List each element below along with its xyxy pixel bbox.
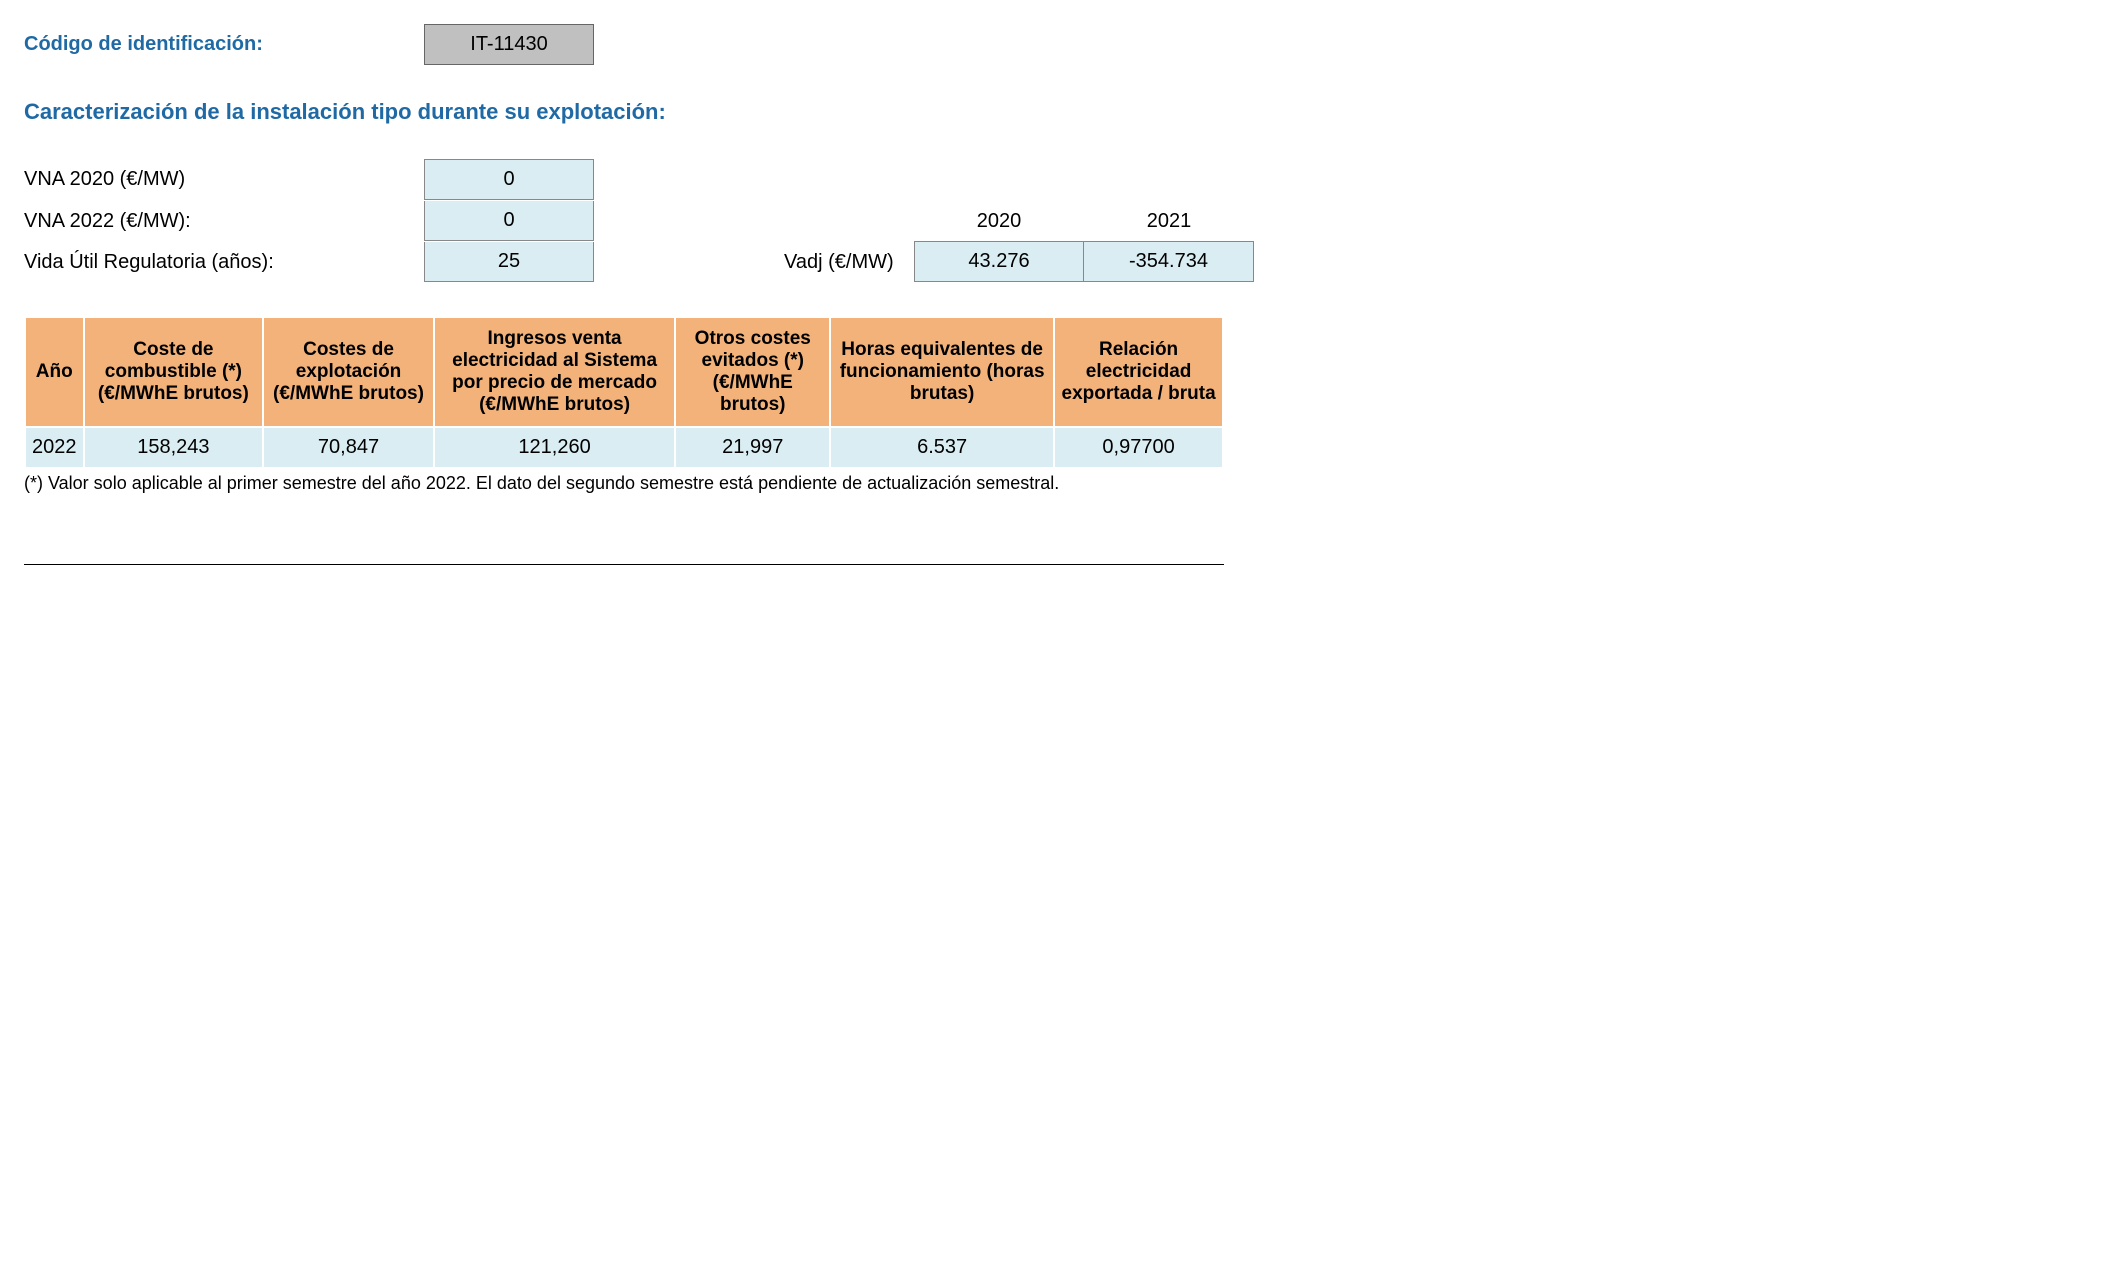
td-6: 0,97700	[1054, 427, 1223, 468]
id-code-box: IT-11430	[424, 24, 594, 65]
vadj-header-row: 2020 2021	[784, 210, 1254, 241]
vadj-value-0: 43.276	[914, 241, 1084, 282]
data-table: Año Coste de combustible (*) (€/MWhE bru…	[24, 316, 1224, 469]
param-label-2: Vida Útil Regulatoria (años):	[24, 241, 424, 282]
param-value-1: 0	[424, 201, 594, 241]
param-row-0: VNA 2020 (€/MW) 0	[24, 159, 2102, 200]
param-value-2: 25	[424, 242, 594, 282]
th-4: Otros costes evitados (*) (€/MWhE brutos…	[675, 317, 830, 427]
params-block: VNA 2020 (€/MW) 0 VNA 2022 (€/MW): 0 202…	[24, 159, 2102, 282]
td-4: 21,997	[675, 427, 830, 468]
td-3: 121,260	[434, 427, 676, 468]
th-2: Costes de explotación (€/MWhE brutos)	[263, 317, 433, 427]
th-3: Ingresos venta electricidad al Sistema p…	[434, 317, 676, 427]
param-label-0: VNA 2020 (€/MW)	[24, 168, 424, 191]
divider	[24, 564, 1224, 565]
th-5: Horas equivalentes de funcionamiento (ho…	[830, 317, 1054, 427]
td-5: 6.537	[830, 427, 1054, 468]
th-1: Coste de combustible (*) (€/MWhE brutos)	[84, 317, 264, 427]
param-label-1: VNA 2022 (€/MW):	[24, 200, 424, 241]
id-row: Código de identificación: IT-11430	[24, 24, 2102, 65]
vadj-label: Vadj (€/MW)	[784, 251, 914, 282]
td-0: 2022	[25, 427, 84, 468]
id-label: Código de identificación:	[24, 33, 424, 56]
param-row-1: VNA 2022 (€/MW): 0 2020 2021	[24, 200, 2102, 241]
th-6: Relación electricidad exportada / bruta	[1054, 317, 1223, 427]
table-row: 2022 158,243 70,847 121,260 21,997 6.537…	[25, 427, 1223, 468]
vadj-year-0: 2020	[914, 210, 1084, 241]
td-2: 70,847	[263, 427, 433, 468]
vadj-year-1: 2021	[1084, 210, 1254, 241]
param-row-2: Vida Útil Regulatoria (años): 25 Vadj (€…	[24, 241, 2102, 282]
char-title: Caracterización de la instalación tipo d…	[24, 99, 2102, 125]
th-0: Año	[25, 317, 84, 427]
td-1: 158,243	[84, 427, 264, 468]
param-value-0: 0	[424, 159, 594, 200]
table-header-row: Año Coste de combustible (*) (€/MWhE bru…	[25, 317, 1223, 427]
footnote: (*) Valor solo aplicable al primer semes…	[24, 473, 2102, 494]
vadj-value-row: Vadj (€/MW) 43.276 -354.734	[784, 241, 1254, 282]
vadj-value-1: -354.734	[1084, 241, 1254, 282]
